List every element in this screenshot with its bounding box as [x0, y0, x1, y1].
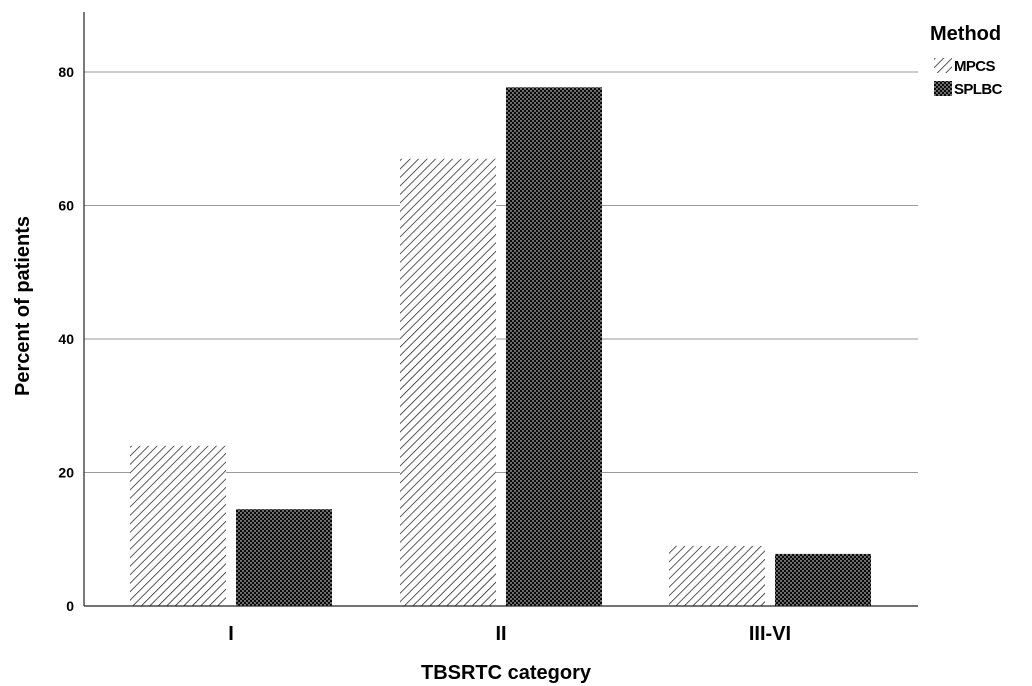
y-tick-label: 40: [58, 331, 74, 347]
y-tick-label: 80: [58, 64, 74, 80]
x-tick-labels: I II III-VI: [228, 623, 791, 645]
legend-label-mpcs: MPCS: [954, 58, 996, 75]
bar-mpcs-ii: [400, 158, 496, 606]
y-axis-title: Percent of patients: [12, 216, 34, 396]
bar-splbc-i: [236, 509, 332, 606]
x-axis-title: TBSRTC category: [421, 662, 592, 684]
y-tick-label: 20: [58, 465, 74, 481]
legend: Method MPCS SPLBC: [930, 23, 1003, 98]
bar-splbc-iii-vi: [775, 553, 871, 606]
legend-item-splbc: SPLBC: [934, 81, 1003, 98]
y-tick-labels: 0 20 40 60 80: [58, 64, 74, 614]
legend-item-mpcs: MPCS: [934, 58, 996, 75]
legend-label-splbc: SPLBC: [954, 81, 1003, 98]
y-tick-label: 60: [58, 198, 74, 214]
bars: [130, 87, 871, 607]
x-tick-label: III-VI: [749, 623, 791, 645]
bar-mpcs-i: [130, 445, 226, 606]
bar-splbc-ii: [506, 87, 602, 607]
legend-swatch-mpcs: [934, 58, 952, 73]
x-tick-label: II: [495, 623, 506, 645]
legend-swatch-splbc: [934, 81, 952, 96]
legend-title: Method: [930, 23, 1001, 45]
gridlines: [84, 71, 918, 473]
x-tick-label: I: [228, 623, 234, 645]
y-tick-label: 0: [66, 598, 74, 614]
bar-mpcs-iii-vi: [669, 545, 765, 606]
axes: [83, 12, 918, 607]
